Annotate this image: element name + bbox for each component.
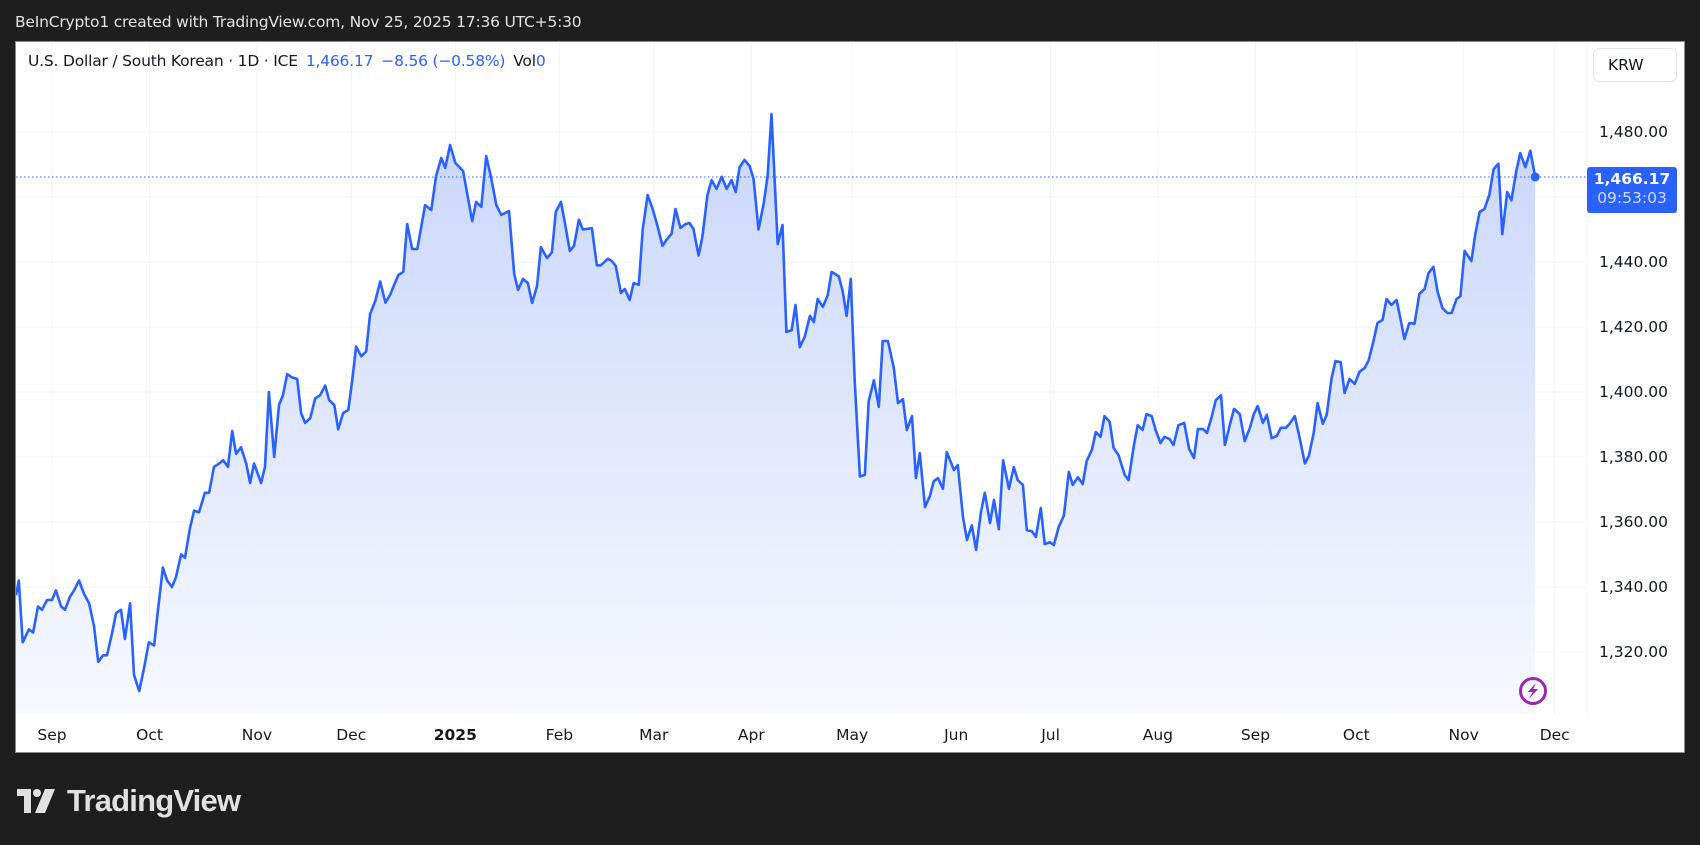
volume-label: Vol — [513, 52, 536, 70]
last-price-value: 1,466.17 — [305, 52, 374, 70]
time-axis-label: Apr — [737, 726, 765, 744]
time-axis-label: Nov — [241, 726, 273, 744]
time-axis-label: May — [836, 726, 869, 744]
price-axis-label: 1,420.00 — [1599, 318, 1669, 336]
currency-unit-button[interactable]: KRW — [1593, 48, 1677, 82]
time-axis-label: Oct — [136, 726, 163, 744]
price-area-fill — [16, 114, 1536, 715]
chart-attribution: BeInCrypto1 created with TradingView.com… — [15, 13, 582, 31]
lightning-bolt-icon[interactable] — [1519, 677, 1547, 705]
time-axis-label: Oct — [1342, 726, 1370, 744]
symbol-description: U.S. Dollar / South Korean · 1D · ICE — [28, 52, 298, 70]
time-axis-label: Jul — [1041, 726, 1060, 744]
tradingview-logo-icon — [17, 789, 55, 813]
last-price-badge: 1,466.17 09:53:03 — [1587, 167, 1677, 213]
price-axis-label: 1,360.00 — [1599, 513, 1669, 531]
price-change-value: −8.56 (−0.58%) — [381, 52, 506, 70]
tradingview-wordmark: TradingView — [67, 783, 241, 818]
price-axis-label: 1,480.00 — [1599, 123, 1669, 141]
time-axis-label: Nov — [1448, 726, 1479, 744]
time-axis-label: Feb — [545, 726, 574, 744]
price-line[interactable] — [16, 112, 1537, 693]
badge-price: 1,466.17 — [1593, 170, 1671, 188]
price-axis-label: 1,400.00 — [1599, 383, 1669, 401]
time-axis-label: Jun — [944, 726, 969, 744]
badge-countdown: 09:53:03 — [1597, 189, 1667, 207]
chart-panel[interactable]: U.S. Dollar / South Korean · 1D · ICE 1,4… — [15, 41, 1685, 753]
lightning-glyph-icon — [1527, 683, 1539, 699]
price-chart-area[interactable] — [16, 42, 1685, 753]
symbol-legend[interactable]: U.S. Dollar / South Korean · 1D · ICE 1,4… — [28, 52, 546, 70]
time-axis-label: Sep — [37, 726, 67, 744]
time-axis-label: 2025 — [433, 726, 477, 744]
time-axis-label: Mar — [639, 726, 669, 744]
price-axis-label: 1,320.00 — [1599, 643, 1669, 661]
time-axis-label: Aug — [1142, 726, 1174, 744]
price-axis-label: 1,340.00 — [1599, 578, 1669, 596]
time-axis-label: Dec — [1539, 726, 1570, 744]
price-axis-label: 1,380.00 — [1599, 448, 1669, 466]
time-axis-label: Sep — [1240, 726, 1271, 744]
volume-value: 0 — [535, 52, 546, 70]
tradingview-logo[interactable]: TradingView — [17, 783, 241, 818]
price-axis-label: 1,440.00 — [1599, 253, 1669, 271]
time-axis-label: Dec — [336, 726, 367, 744]
last-price-dot — [1530, 172, 1540, 182]
